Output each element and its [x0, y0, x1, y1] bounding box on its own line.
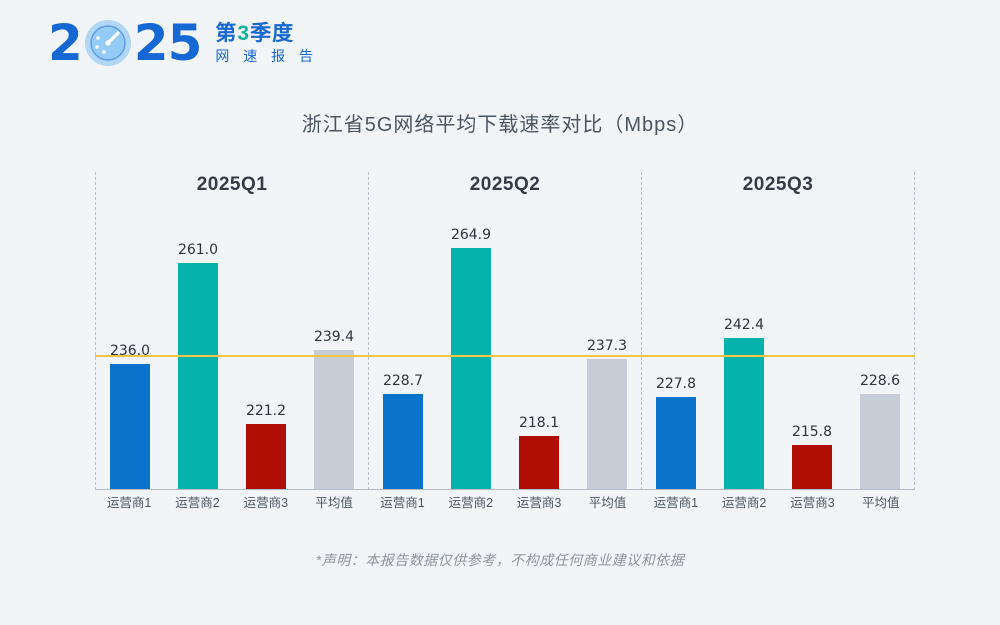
- logo-digit-4: 5: [167, 14, 203, 72]
- disclaimer-note: *声明：本报告数据仅供参考，不构成任何商业建议和依据: [315, 552, 685, 568]
- bar-slot: 242.4: [724, 172, 764, 489]
- logo-quarter-suffix: 季度: [250, 22, 295, 45]
- category-axis-labels: 运营商1 运营商2 运营商3 平均值 运营商1 运营商2 运营商3 平均值 运营商1 运营商2 运营…: [95, 492, 915, 516]
- logo-digit-3: 2: [133, 14, 169, 72]
- bar-slot: 218.1: [519, 172, 559, 489]
- category-label: 运营商2: [175, 496, 220, 510]
- bar-slot: 227.8: [656, 172, 696, 489]
- bar-slot: 237.3: [587, 172, 627, 489]
- logo-digit-1: 2: [48, 14, 83, 72]
- bar-group: 227.8 242.4 215.8 228.6: [642, 172, 914, 489]
- logo-quarter-number: 3: [237, 22, 251, 45]
- category-label: 运营商3: [243, 496, 289, 510]
- bar-slot: 228.7: [383, 172, 423, 489]
- chart-title: 浙江省5G网络平均下载速率对比（Mbps）: [301, 114, 699, 136]
- bar-运营商1[interactable]: 227.8: [656, 376, 696, 489]
- bar-运营商1[interactable]: 228.7: [383, 373, 423, 489]
- bar-运营商3[interactable]: 218.1: [519, 415, 559, 489]
- bar-group: 228.7 264.9 218.1 237.3: [369, 172, 641, 489]
- category-label: 平均值: [588, 496, 627, 510]
- bar-group: 236.0 261.0 221.2 239.4: [96, 172, 368, 489]
- quarter-panel: 2025Q3 227.8 242.4 215.8 228.6: [641, 172, 915, 490]
- panel-title: 2025Q2: [469, 174, 541, 195]
- category-group: 运营商1 运营商2 运营商3 平均值: [368, 492, 641, 516]
- bar-value-label: 242.4: [723, 317, 765, 334]
- bar-slot: 264.9: [451, 172, 491, 489]
- bar-平均值[interactable]: 228.6: [860, 373, 900, 489]
- bar-运营商3[interactable]: 221.2: [246, 403, 286, 489]
- category-group: 运营商1 运营商2 运营商3 平均值: [642, 492, 915, 516]
- bar-value-label: 215.8: [791, 424, 833, 441]
- panel-title: 2025Q1: [196, 174, 268, 195]
- bar-运营商2[interactable]: 261.0: [178, 242, 218, 489]
- bar-value-label: 227.8: [655, 376, 697, 393]
- category-label: 运营商2: [721, 496, 767, 510]
- bar-value-label: 264.9: [450, 226, 492, 243]
- bar-value-label: 221.2: [245, 402, 287, 419]
- panel-title: 2025Q3: [742, 174, 814, 195]
- category-label: 运营商1: [380, 496, 425, 510]
- logo-quarter-prefix: 第: [215, 22, 238, 45]
- reference-line: [95, 355, 915, 358]
- logo-subtitle: 网 速 报 告: [215, 48, 319, 65]
- bar-value-label: 261.0: [177, 242, 219, 259]
- category-label: 运营商2: [448, 496, 494, 510]
- quarter-panels: 2025Q1 236.0 261.0 221.2 239.4 2025Q2 228.7 264…: [95, 172, 915, 490]
- speedometer-icon: [83, 18, 133, 68]
- category-label: 运营商3: [790, 496, 835, 510]
- category-label: 平均值: [862, 496, 900, 510]
- bar-平均值[interactable]: 237.3: [587, 338, 627, 489]
- report-logo: 2 2 5 第3季度 网 速 报 告: [48, 18, 318, 68]
- category-label: 运营商1: [106, 496, 152, 510]
- bar-平均值[interactable]: 239.4: [314, 329, 354, 489]
- bar-运营商1[interactable]: 236.0: [110, 343, 150, 489]
- logo-quarter-line: 第3季度: [215, 22, 318, 46]
- category-label: 运营商3: [516, 496, 562, 510]
- bar-value-label: 228.6: [859, 372, 901, 389]
- category-label: 运营商1: [653, 496, 699, 510]
- category-group: 运营商1 运营商2 运营商3 平均值: [95, 492, 368, 516]
- quarter-panel: 2025Q1 236.0 261.0 221.2 239.4: [95, 172, 368, 490]
- category-label: 平均值: [315, 496, 353, 510]
- logo-text-block: 第3季度 网 速 报 告: [215, 18, 318, 67]
- bar-slot: 239.4: [314, 172, 354, 489]
- logo-year-2025: 2 2 5: [48, 14, 203, 72]
- quarter-panel: 2025Q2 228.7 264.9 218.1 237.3: [368, 172, 641, 490]
- bar-value-label: 218.1: [518, 415, 560, 432]
- bar-value-label: 239.4: [313, 329, 355, 346]
- bar-slot: 228.6: [860, 172, 900, 489]
- bar-运营商2[interactable]: 242.4: [724, 317, 764, 489]
- bar-slot: 261.0: [178, 172, 218, 489]
- bar-运营商3[interactable]: 215.8: [792, 424, 832, 489]
- bar-value-label: 237.3: [586, 337, 628, 354]
- bar-运营商2[interactable]: 264.9: [451, 227, 491, 489]
- bar-slot: 221.2: [246, 172, 286, 489]
- chart-plot-area: 2025Q1 236.0 261.0 221.2 239.4 2025Q2 228.7 264…: [95, 172, 915, 490]
- bar-value-label: 228.7: [382, 372, 424, 389]
- bar-slot: 236.0: [110, 172, 150, 489]
- bar-slot: 215.8: [792, 172, 832, 489]
